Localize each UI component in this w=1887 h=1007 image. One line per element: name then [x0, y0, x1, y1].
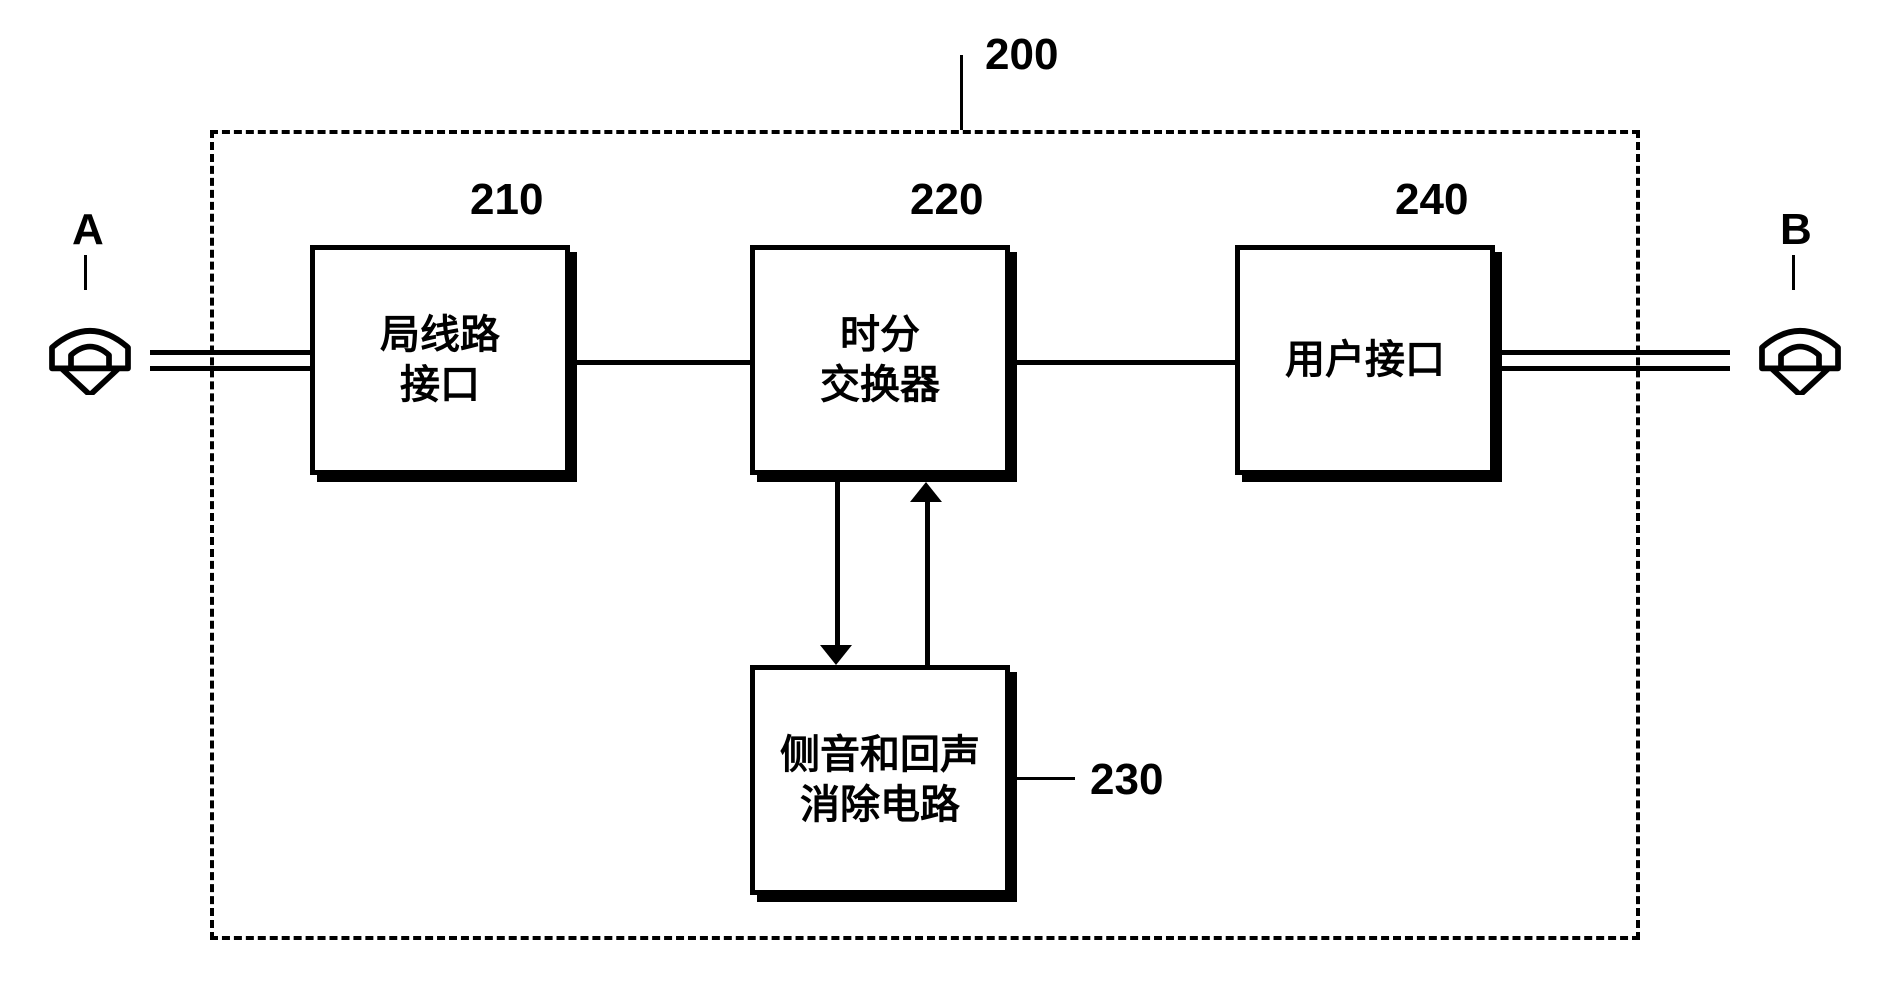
block-ref-label: 220 [910, 175, 983, 225]
pair-line [1495, 350, 1730, 355]
block-ref-label: 210 [470, 175, 543, 225]
connector-line [1010, 360, 1235, 365]
block-shadow [757, 895, 1017, 902]
leader-line [84, 255, 87, 290]
phone-icon [30, 300, 150, 400]
pair-line [150, 366, 310, 371]
pair-line [150, 350, 310, 355]
block-shadow [570, 252, 577, 482]
block-ref-label: 240 [1395, 175, 1468, 225]
leader-line [1792, 255, 1795, 290]
block-210: 局线路 接口 [310, 245, 570, 475]
block-220: 时分 交换器 [750, 245, 1010, 475]
leader-line [960, 55, 963, 130]
block-shadow [1010, 672, 1017, 902]
endpoint-label-b: B [1780, 205, 1812, 255]
block-shadow [1242, 475, 1502, 482]
arrow-down-head [820, 645, 852, 665]
arrow-up-shaft [925, 502, 930, 665]
arrow-up-head [910, 482, 942, 502]
system-ref-label: 200 [985, 30, 1058, 80]
block-230: 侧音和回声 消除电路 [750, 665, 1010, 895]
pair-line [1495, 366, 1730, 371]
connector-line [570, 360, 750, 365]
endpoint-label-a: A [72, 205, 104, 255]
block-shadow [1010, 252, 1017, 482]
arrow-down-shaft [835, 482, 840, 645]
diagram-canvas: 200 局线路 接口 210 时分 交换器 220 用户接口 240 侧音和回声 消除电路 23… [0, 0, 1887, 1007]
phone-icon [1740, 300, 1860, 400]
block-shadow [317, 475, 577, 482]
block-240: 用户接口 [1235, 245, 1495, 475]
block-shadow [757, 475, 1017, 482]
block-ref-label: 230 [1090, 755, 1163, 805]
leader-line [1017, 777, 1075, 780]
